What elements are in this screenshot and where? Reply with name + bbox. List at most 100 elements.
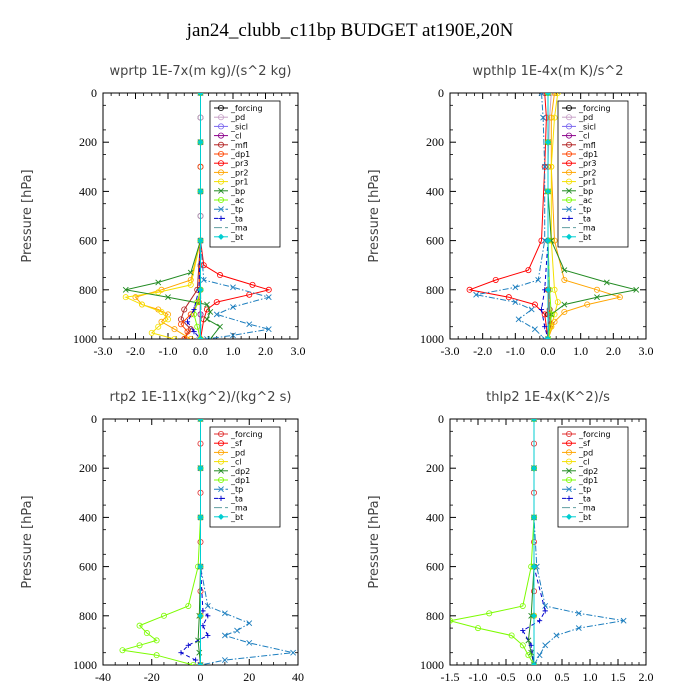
data-point [531,419,537,422]
data-point [594,294,600,301]
data-point [541,336,548,339]
data-point [530,661,538,665]
data-point [197,335,204,339]
x-tick-label: 3.0 [291,344,306,358]
data-point [217,449,224,456]
data-point [551,93,558,96]
data-point [542,603,549,609]
data-point [528,642,534,648]
legend-label: _mfl [578,141,596,150]
data-point [525,652,532,659]
data-point [530,514,538,521]
data-point [230,332,236,339]
data-point [561,308,568,315]
data-point [194,323,201,330]
legend-label: _bp [230,187,245,196]
data-point [561,301,568,308]
data-point [213,299,220,306]
series-line [547,93,559,339]
legend-label: _pr1 [578,178,596,187]
data-point [207,309,214,315]
y-tick-label: 0 [438,86,444,100]
data-point [132,294,139,301]
x-tick-label: -2.0 [473,344,492,358]
data-point [519,642,526,649]
data-point [181,306,188,313]
y-tick-label: 0 [91,412,97,426]
data-point [191,329,197,335]
data-point [217,476,224,483]
data-point [566,132,573,139]
legend-label: _dp2 [230,467,250,476]
y-tick-label: 200 [79,461,97,475]
data-point [515,316,522,323]
legend-label: _bt [230,233,243,242]
x-tick-label: 40 [292,670,304,684]
data-point [230,304,236,310]
data-point [584,301,591,308]
legend-label: _sicl [578,122,596,131]
data-point [187,269,194,276]
data-point [565,513,573,520]
legend-label: _forcing [578,430,611,439]
data-point [566,486,572,493]
data-point [594,286,601,293]
data-point [566,169,573,176]
y-tick-label: 800 [426,283,444,297]
data-point [216,272,223,279]
data-point [122,294,129,301]
data-point [544,237,552,244]
x-tick-label: -40 [95,670,111,684]
data-point [217,105,224,112]
data-point [218,206,224,213]
data-point [548,114,555,121]
panel-wprtp: wprtp 1E-7x(m kg)/(s^2 kg) Pressure [hPa… [20,64,306,358]
legend-label: _ta [230,214,243,223]
data-point [566,160,573,167]
data-point [204,301,210,308]
data-point [197,188,204,195]
data-point [187,336,194,339]
panel-rtp2: rtp2 1E-11x(kg^2)/(kg^2 s) Pressure [hPa… [20,390,304,684]
legend-label: _ta [578,214,591,223]
legend-label: _forcing [578,104,611,113]
data-point [541,311,548,318]
data-point [197,93,204,96]
y-tick-label: 1000 [420,332,444,346]
panel-title: rtp2 1E-11x(kg^2)/(kg^2 s) [110,390,292,405]
y-tick-label: 1000 [73,658,97,672]
data-point [531,662,537,665]
data-point [197,93,204,97]
y-axis-label: Pressure [hPa] [20,169,35,262]
data-point [544,286,552,293]
legend-label: _tp [230,485,243,494]
data-point [217,160,224,167]
legend-label: _pd [230,113,245,122]
data-point [565,233,573,240]
data-point [542,608,548,614]
data-point [566,430,573,437]
legend-label: _pr2 [578,168,596,177]
legend-label: _ac [578,196,592,205]
data-point [187,311,194,318]
data-point [633,286,640,293]
legend-label: _cl [578,458,590,467]
x-tick-label: 3.0 [639,344,654,358]
y-tick-label: 600 [79,560,97,574]
data-point [246,321,253,328]
data-point [217,132,224,139]
y-tick-label: 800 [79,609,97,623]
legend-label: _ma [230,224,248,233]
data-point [505,294,512,301]
data-point [530,419,538,423]
legend-label: _ta [578,494,591,503]
data-point [221,632,228,639]
data-point [566,141,573,148]
data-point [196,649,203,656]
data-point [153,652,160,659]
data-point [193,657,199,663]
legend-label: _dp1 [230,476,250,485]
data-point [486,610,493,617]
y-tick-label: 600 [426,234,444,248]
series-layer [119,419,297,665]
